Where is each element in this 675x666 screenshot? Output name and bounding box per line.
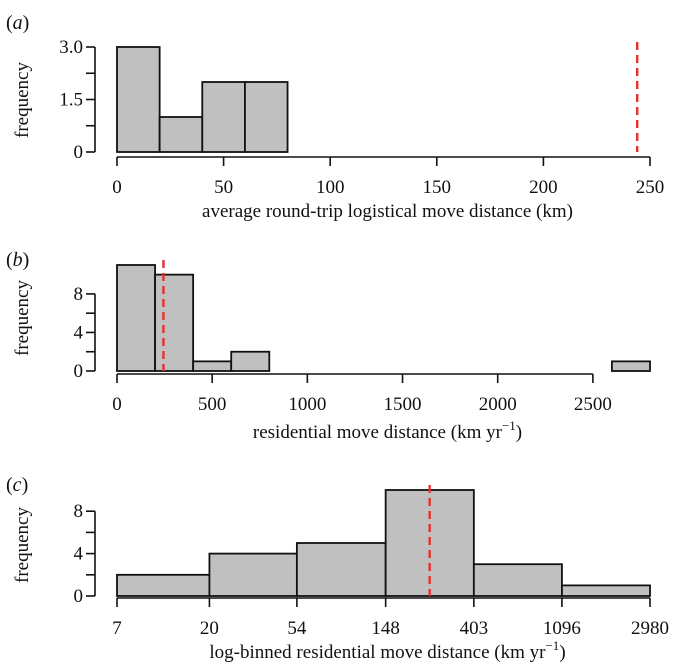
y-tick-label: 0: [74, 142, 84, 163]
x-axis-title-text: residential move distance (km yr: [253, 422, 503, 443]
x-tick-label: 54: [287, 618, 307, 639]
y-tick-label: 0: [74, 361, 84, 382]
x-tick-label: 0: [112, 177, 122, 198]
panel-b: (b) 0 500 1000 1500 2000 2500 0 4 8 frequency resid…: [6, 249, 651, 443]
histogram-bar: [192, 360, 233, 372]
y-axis-title: frequency: [12, 62, 33, 138]
panel-label: (b): [6, 249, 29, 271]
panel-label: (c): [6, 474, 28, 496]
x-tick-label: 1500: [384, 394, 422, 415]
histogram-bar: [230, 350, 271, 372]
x-tick-label: 1000: [288, 394, 326, 415]
panel-c: (c) 7 20 54 148 403 1096 2980 0 4 8 frequency log-bi…: [6, 474, 669, 663]
x-tick-label: 100: [316, 177, 345, 198]
histogram-bar: [201, 81, 246, 153]
histogram-bar: [244, 81, 289, 153]
histogram-bar: [611, 360, 651, 372]
panel-a: (a) 0 50 100 150 200 250 0 1.5 3.0 frequency averag…: [6, 12, 664, 222]
histogram-bar: [561, 584, 651, 597]
y-tick-label: 4: [74, 544, 84, 565]
x-tick-label: 148: [371, 618, 400, 639]
histogram-bar: [158, 116, 204, 153]
x-tick-label: 150: [423, 177, 452, 198]
y-tick-label: 3.0: [59, 37, 83, 58]
x-tick-label: 2980: [631, 618, 669, 639]
y-tick-label: 1.5: [59, 90, 83, 111]
x-tick-label: 1096: [543, 618, 581, 639]
y-tick-label: 4: [74, 322, 84, 343]
x-tick-label: 50: [214, 177, 233, 198]
x-tick-label: 250: [636, 177, 665, 198]
x-tick-label: 200: [529, 177, 558, 198]
y-tick-label: 0: [74, 586, 84, 607]
histogram-bar: [116, 264, 156, 372]
x-tick-label: 500: [198, 394, 227, 415]
x-tick-label: 2500: [574, 394, 612, 415]
x-axis-title-text: average round-trip logistical move dista…: [202, 201, 573, 222]
x-axis-title-superscript: −1: [502, 418, 516, 433]
histogram-bar: [154, 273, 195, 372]
histogram-bar: [208, 552, 298, 597]
y-tick-label: 8: [74, 501, 84, 522]
panel-label: (a): [6, 12, 29, 34]
y-axis-title: frequency: [12, 280, 33, 356]
x-axis-title-suffix: ): [559, 642, 565, 663]
x-tick-label: 2000: [479, 394, 517, 415]
x-tick-label: 0: [112, 394, 122, 415]
x-axis-title-superscript: −1: [545, 638, 559, 653]
y-axis-title: frequency: [12, 507, 33, 583]
histogram-bar: [472, 563, 563, 597]
x-axis-title: log-binned residential move distance (km…: [209, 638, 565, 663]
x-axis-title-text: log-binned residential move distance (km…: [209, 642, 546, 663]
histogram-bar: [295, 542, 387, 597]
x-tick-label: 403: [460, 618, 489, 639]
x-tick-label: 7: [112, 618, 122, 639]
histogram-bar: [116, 573, 211, 597]
x-axis-title: average round-trip logistical move dista…: [202, 201, 573, 222]
x-tick-label: 20: [200, 618, 219, 639]
histogram-bar: [116, 46, 161, 153]
x-axis-title-suffix: ): [516, 422, 522, 443]
x-axis-title: residential move distance (km yr−1): [253, 418, 522, 443]
y-tick-label: 8: [74, 284, 84, 305]
